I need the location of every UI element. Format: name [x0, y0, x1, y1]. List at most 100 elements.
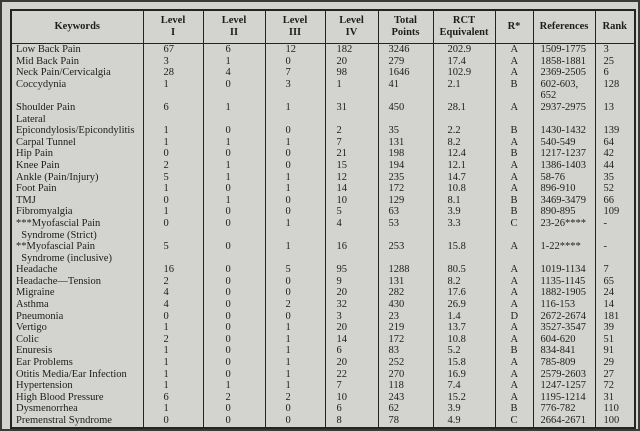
cell-rank: - [594, 241, 636, 265]
cell-level2: 0 [202, 368, 266, 381]
cell-keywords: **Myofascial Pain Syndrome (inclusive) [10, 241, 144, 265]
cell-level4: 16 [324, 241, 379, 265]
cell-r: A [494, 380, 534, 392]
column-header-r: R* [494, 10, 534, 44]
cell-rct_equivalent: 3.9 [432, 206, 496, 218]
cell-level2: 1 [202, 159, 266, 172]
column-header-references: References [532, 10, 596, 44]
cell-total_points: 23 [377, 310, 434, 323]
cell-level1: 2 [142, 275, 204, 288]
cell-keywords: Foot Pain [10, 183, 144, 195]
cell-total_points: 131 [377, 136, 434, 149]
cell-level3: 0 [264, 415, 326, 428]
cell-rank: 51 [594, 333, 636, 346]
cell-references: 1-22**** [532, 241, 596, 265]
cell-r: C [494, 217, 534, 242]
cell-level1: 5 [142, 171, 204, 184]
cell-rct_equivalent: 5.2 [432, 345, 496, 358]
cell-total_points: 131 [377, 275, 434, 288]
cell-rct_equivalent: 8.1 [432, 194, 496, 207]
table-row: Neck Pain/Cervicalgia 28 4 7 98 1646 102.9 A 236… [10, 67, 636, 79]
cell-keywords: Neck Pain/Cervicalgia [10, 67, 144, 79]
cell-r: A [494, 391, 534, 404]
cell-r: D [494, 310, 534, 323]
cell-rct_equivalent: 102.9 [432, 67, 496, 79]
cell-level4: 9 [324, 275, 379, 288]
cell-level4: 2 [324, 125, 379, 137]
cell-r: C [494, 415, 534, 428]
cell-rank: 139 [594, 125, 636, 137]
cell-keywords: Hypertension [10, 380, 144, 392]
cell-r: A [494, 368, 534, 381]
cell-keywords: TMJ [10, 194, 144, 207]
cell-level1: 28 [142, 67, 204, 79]
cell-rank: 3 [594, 43, 636, 56]
cell-total_points: 430 [377, 299, 434, 311]
cell-level2: 0 [202, 299, 266, 311]
cell-r: A [494, 275, 534, 288]
cell-total_points: 172 [377, 183, 434, 195]
cell-total_points: 78 [377, 415, 434, 428]
cell-level2: 1 [202, 136, 266, 149]
cell-rank: 66 [594, 194, 636, 207]
cell-r: A [494, 183, 534, 195]
cell-level2: 1 [202, 101, 266, 126]
cell-keywords: Shoulder Pain Lateral [10, 101, 144, 126]
table-row: Low Back Pain 67 6 12 182 3246 202.9 A 1509-1775… [10, 43, 636, 56]
cell-rct_equivalent: 1.4 [432, 310, 496, 323]
cell-total_points: 1646 [377, 67, 434, 79]
cell-rank: 29 [594, 357, 636, 369]
cell-level3: 1 [264, 217, 326, 242]
cell-level4: 20 [324, 322, 379, 334]
cell-level4: 32 [324, 299, 379, 311]
table-row: Premenstral Syndrome 0 0 0 8 78 4.9 C 2664-2671 1… [10, 415, 636, 428]
cell-rank: - [594, 217, 636, 242]
cell-level2: 0 [202, 345, 266, 358]
cell-level3: 1 [264, 380, 326, 392]
table-row: Knee Pain 2 1 0 15 194 12.1 A 1386-1403 44 [10, 159, 636, 172]
cell-rank: 181 [594, 310, 636, 323]
cell-level1: 1 [142, 357, 204, 369]
cell-references: 2937-2975 [532, 101, 596, 126]
cell-keywords: Ankle (Pain/Injury) [10, 171, 144, 184]
cell-level4: 22 [324, 368, 379, 381]
table-row: Vertigo 1 0 1 20 219 13.7 A 3527-3547 39 [10, 322, 636, 334]
table-row: Foot Pain 1 0 1 14 172 10.8 A 896-910 52 [10, 183, 636, 195]
cell-rct_equivalent: 13.7 [432, 322, 496, 334]
table-row: Colic 2 0 1 14 172 10.8 A 604-620 51 [10, 333, 636, 346]
cell-rct_equivalent: 10.8 [432, 183, 496, 195]
cell-keywords: Asthma [10, 299, 144, 311]
cell-rank: 65 [594, 275, 636, 288]
cell-level2: 0 [202, 183, 266, 195]
cell-rct_equivalent: 12.1 [432, 159, 496, 172]
cell-rank: 64 [594, 136, 636, 149]
cell-level2: 4 [202, 67, 266, 79]
cell-keywords: Premenstral Syndrome [10, 415, 144, 428]
table-row: TMJ 0 1 0 10 129 8.1 B 3469-3479 66 [10, 194, 636, 207]
cell-r: A [494, 264, 534, 276]
cell-references: 1509-1775 [532, 43, 596, 56]
cell-keywords: Coccydynia [10, 78, 144, 102]
cell-level4: 20 [324, 357, 379, 369]
cell-rct_equivalent: 3.3 [432, 217, 496, 242]
cell-level3: 0 [264, 55, 326, 68]
cell-rct_equivalent: 15.2 [432, 391, 496, 404]
cell-rank: 27 [594, 368, 636, 381]
cell-rank: 91 [594, 345, 636, 358]
cell-references: 776-782 [532, 403, 596, 415]
cell-level3: 1 [264, 333, 326, 346]
table-row: Ankle (Pain/Injury) 5 1 1 12 235 14.7 A 58-76 35 [10, 171, 636, 184]
cell-keywords: ***Myofascial Pain Syndrome (Strict) [10, 217, 144, 242]
cell-level2: 1 [202, 194, 266, 207]
cell-level3: 1 [264, 241, 326, 265]
cell-level4: 10 [324, 194, 379, 207]
cell-references: 2664-2671 [532, 415, 596, 428]
cell-rank: 72 [594, 380, 636, 392]
cell-level3: 1 [264, 136, 326, 149]
cell-r: B [494, 403, 534, 415]
cell-r: A [494, 322, 534, 334]
table-row: Headache 16 0 5 95 1288 80.5 A 1019-1134 7 [10, 264, 636, 276]
cell-r: A [494, 159, 534, 172]
cell-total_points: 235 [377, 171, 434, 184]
cell-level2: 0 [202, 403, 266, 415]
